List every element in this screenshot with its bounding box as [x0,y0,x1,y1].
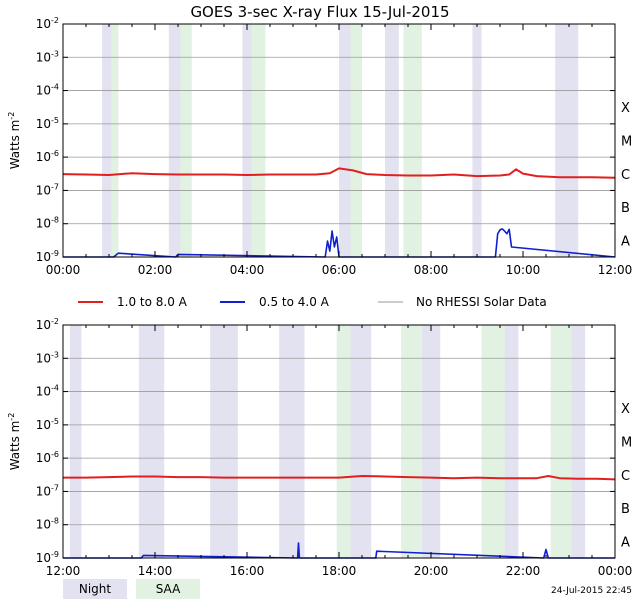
top-saa-band-3 [350,24,362,257]
top-panel: 10-2 10-3 10-4 10-5 10-6 10-7 10-8 10-9 X M C B A 00:… [7,16,632,277]
top-x-tick-label-5: 10:00 [506,263,541,277]
bottom-y-tick-label-1: 10-3 [36,350,59,365]
legend-item-rhessi: No RHESSI Solar Data [378,295,547,309]
top-x-tick-label-1: 02:00 [138,263,173,277]
top-x-tick-label-4: 08:00 [414,263,449,277]
legend-item-long-channel: 1.0 to 8.0 A [78,295,188,309]
bottom-night-band-7 [571,325,586,558]
legend-item-short-channel: 0.5 to 4.0 A [220,295,330,309]
top-x-tick-label-6: 12:00 [598,263,633,277]
bottom-x-tick-label-4: 20:00 [414,564,449,578]
top-saa-band-2 [251,24,266,257]
bottom-class-label-B: B [621,502,630,517]
bottom-night-band-6 [504,325,519,558]
top-axes-layer: 10-2 10-3 10-4 10-5 10-6 10-7 10-8 10-9 X M C B A 00:… [7,16,632,277]
bottom-class-label-A: A [621,535,630,550]
bottom-night-band-4 [350,325,372,558]
top-class-label-M: M [621,135,632,150]
top-y-tick-label-4: 10-6 [36,149,59,164]
bottom-x-tick-label-2: 16:00 [230,564,265,578]
generated-timestamp: 24-Jul-2015 22:45 [551,586,632,596]
top-y-tick-label-5: 10-7 [36,182,59,197]
top-night-band-2 [242,24,252,257]
top-class-label-B: B [621,201,630,216]
bottom-y-tick-label-2: 10-4 [36,384,59,399]
bottom-x-tick-label-0: 12:00 [46,564,81,578]
night-band-label: Night [79,582,112,596]
top-y-tick-label-1: 10-3 [36,49,59,64]
top-y-tick-label-3: 10-5 [36,116,59,131]
bottom-axes-layer: 10-2 10-3 10-4 10-5 10-6 10-7 10-8 10-9 X M C B A 12:… [7,317,632,578]
legend: 1.0 to 8.0 A 0.5 to 4.0 A No RHESSI Sola… [78,295,547,309]
bottom-x-tick-label-6: 00:00 [598,564,633,578]
bottom-class-label-X: X [621,402,630,417]
bottom-night-band-5 [421,325,441,558]
top-x-tick-label-2: 04:00 [230,263,265,277]
bottom-night-band-0 [69,325,82,558]
chart-title: GOES 3-sec X-ray Flux 15-Jul-2015 [190,3,449,21]
top-class-label-C: C [621,168,630,183]
top-x-tick-label-3: 06:00 [322,263,357,277]
bottom-night-band-1 [138,325,165,558]
legend-label-short-channel: 0.5 to 4.0 A [259,295,330,309]
bottom-band-layer [69,325,586,558]
top-night-band-4 [385,24,399,257]
top-series-long-channel-line [62,167,616,179]
top-y-tick-label-2: 10-4 [36,83,59,98]
bottom-y-tick-label-5: 10-7 [36,483,59,498]
top-saa-band-0 [111,24,119,257]
bottom-y-tick-label-3: 10-5 [36,417,59,432]
band-key: Night SAA [63,579,200,599]
saa-band-label: SAA [156,582,181,596]
bottom-saa-band-1 [401,325,422,558]
bottom-y-tick-label-0: 10-2 [36,317,59,332]
bottom-y-tick-label-7: 10-9 [36,550,59,565]
legend-label-rhessi: No RHESSI Solar Data [416,295,547,309]
bottom-panel: 10-2 10-3 10-4 10-5 10-6 10-7 10-8 10-9 X M C B A 12:… [7,317,632,578]
bottom-saa-band-2 [481,325,505,558]
bottom-night-band-2 [210,325,238,558]
bottom-night-band-3 [279,325,305,558]
top-night-band-6 [555,24,579,257]
top-class-label-X: X [621,101,630,116]
top-y-tick-label-0: 10-2 [36,16,59,31]
bottom-y-tick-label-6: 10-8 [36,517,59,532]
top-band-layer [102,24,579,257]
bottom-series-long-channel-line [63,475,616,481]
bottom-x-tick-label-1: 14:00 [138,564,173,578]
top-saa-band-4 [403,24,422,257]
bottom-saa-band-3 [550,325,572,558]
bottom-x-tick-label-5: 22:00 [506,564,541,578]
top-y-tick-label-6: 10-8 [36,216,59,231]
bottom-y-axis-title: Watts m-2 [7,413,22,471]
saa-band-swatch [136,579,200,599]
top-night-band-1 [168,24,183,257]
top-saa-band-1 [180,24,192,257]
top-night-band-5 [472,24,482,257]
top-x-tick-label-0: 00:00 [46,263,81,277]
top-series-layer [62,167,616,258]
bottom-class-label-M: M [621,436,632,451]
top-series-short-channel-line [63,228,616,258]
top-y-axis-title: Watts m-2 [7,112,22,170]
top-class-label-A: A [621,234,630,249]
bottom-x-tick-label-3: 18:00 [322,564,357,578]
bottom-y-tick-label-4: 10-6 [36,450,59,465]
bottom-class-label-C: C [621,469,630,484]
night-band-swatch [63,579,127,599]
legend-label-long-channel: 1.0 to 8.0 A [117,295,188,309]
bottom-saa-band-0 [336,325,351,558]
top-y-tick-label-7: 10-9 [36,249,59,264]
top-night-band-3 [339,24,353,257]
